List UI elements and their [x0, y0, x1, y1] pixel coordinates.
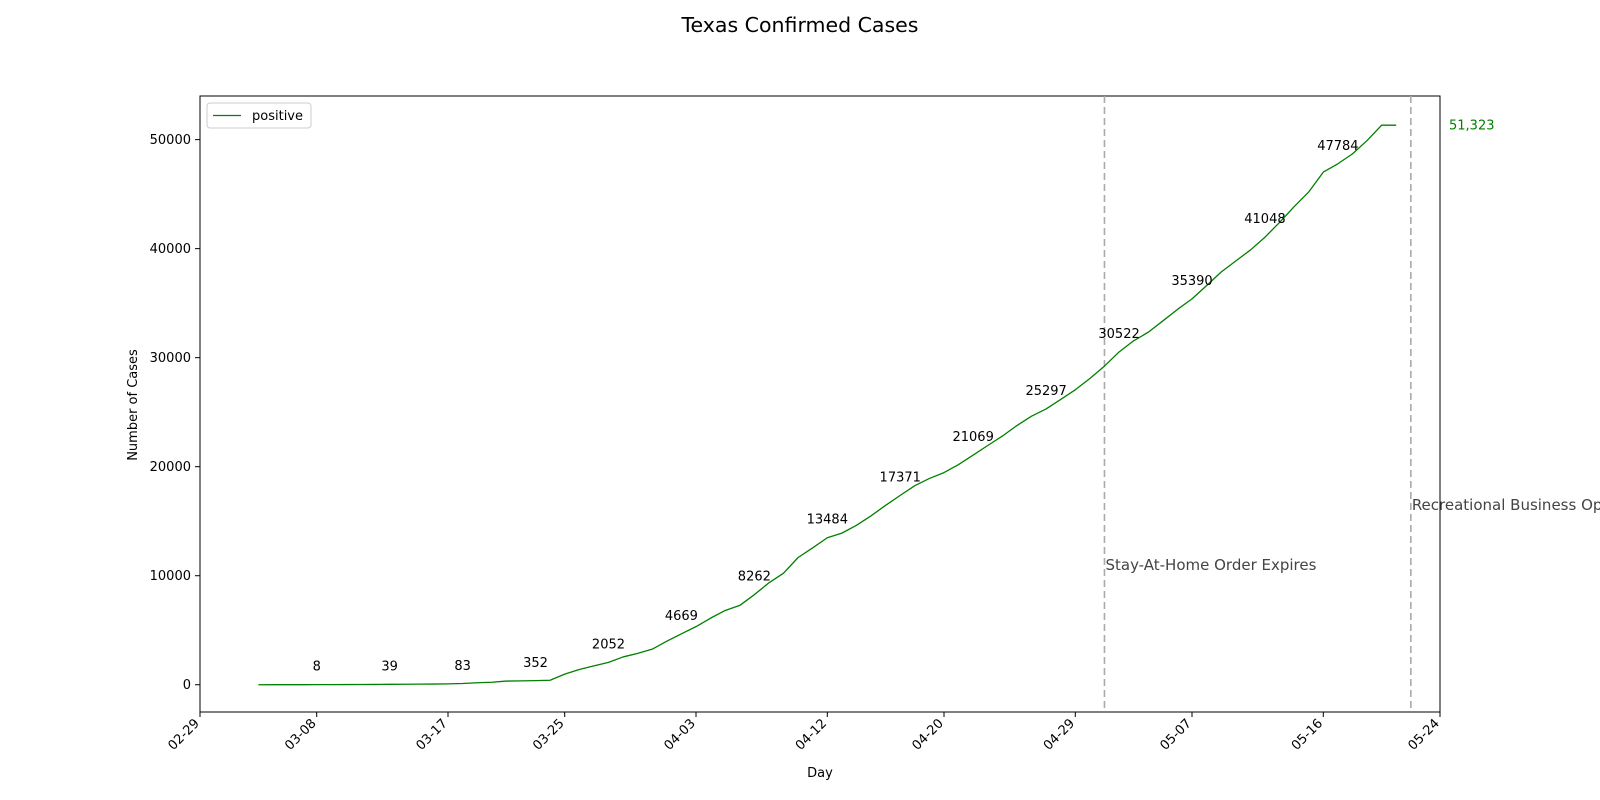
data-label: 17371: [880, 470, 921, 485]
y-tick-label: 40000: [150, 242, 191, 257]
x-tick-label: 03-17: [414, 716, 451, 753]
plot-area: 0 10000 20000 30000 40000 50000 02-29 03-08 03-1…: [150, 95, 1600, 754]
data-label: 25297: [1025, 384, 1066, 399]
data-label: 4669: [665, 609, 698, 624]
y-tick-label: 20000: [150, 460, 191, 475]
data-label: 39: [381, 659, 398, 674]
data-label: 47784: [1317, 139, 1358, 154]
series-line-positive: [258, 124, 1397, 686]
x-tick-label: 02-29: [166, 716, 203, 753]
legend-box: [206, 102, 312, 129]
x-tick-label: 05-24: [1406, 716, 1443, 753]
x-tick-label: 03-08: [282, 716, 319, 753]
x-tick-label: 05-07: [1158, 716, 1195, 753]
data-label: 83: [454, 659, 471, 674]
data-label: 21069: [952, 430, 993, 445]
y-tick-label: 10000: [150, 569, 191, 584]
x-tick-label: 04-03: [662, 716, 699, 753]
plot-frame: [199, 95, 1441, 713]
data-label: 8262: [738, 570, 771, 585]
legend: positive: [206, 102, 312, 129]
y-tick-label: 50000: [150, 133, 191, 148]
event-label: Recreational Business Openings: [1412, 496, 1600, 514]
event-label: Stay-At-Home Order Expires: [1105, 556, 1316, 574]
data-label: 2052: [592, 637, 625, 652]
y-tick-label: 30000: [150, 351, 191, 366]
x-tick-label: 04-12: [793, 716, 830, 753]
x-axis-label: Day: [807, 766, 833, 781]
x-tick-label: 04-20: [910, 716, 947, 753]
chart-title: Texas Confirmed Cases: [681, 13, 919, 37]
data-label: 30522: [1098, 327, 1139, 342]
y-tick-label: 0: [183, 678, 191, 693]
data-label: 35390: [1171, 274, 1212, 289]
x-tick-label: 05-16: [1289, 716, 1326, 753]
x-tick-label: 03-25: [530, 716, 567, 753]
legend-label: positive: [252, 109, 303, 124]
data-label: 8: [313, 660, 321, 675]
data-label: 13484: [807, 513, 848, 528]
last-value-label: 51,323: [1449, 119, 1495, 134]
y-axis-label: Number of Cases: [126, 349, 141, 461]
data-label: 41048: [1244, 212, 1285, 227]
data-label: 352: [523, 656, 548, 671]
x-tick-label: 04-29: [1041, 716, 1078, 753]
